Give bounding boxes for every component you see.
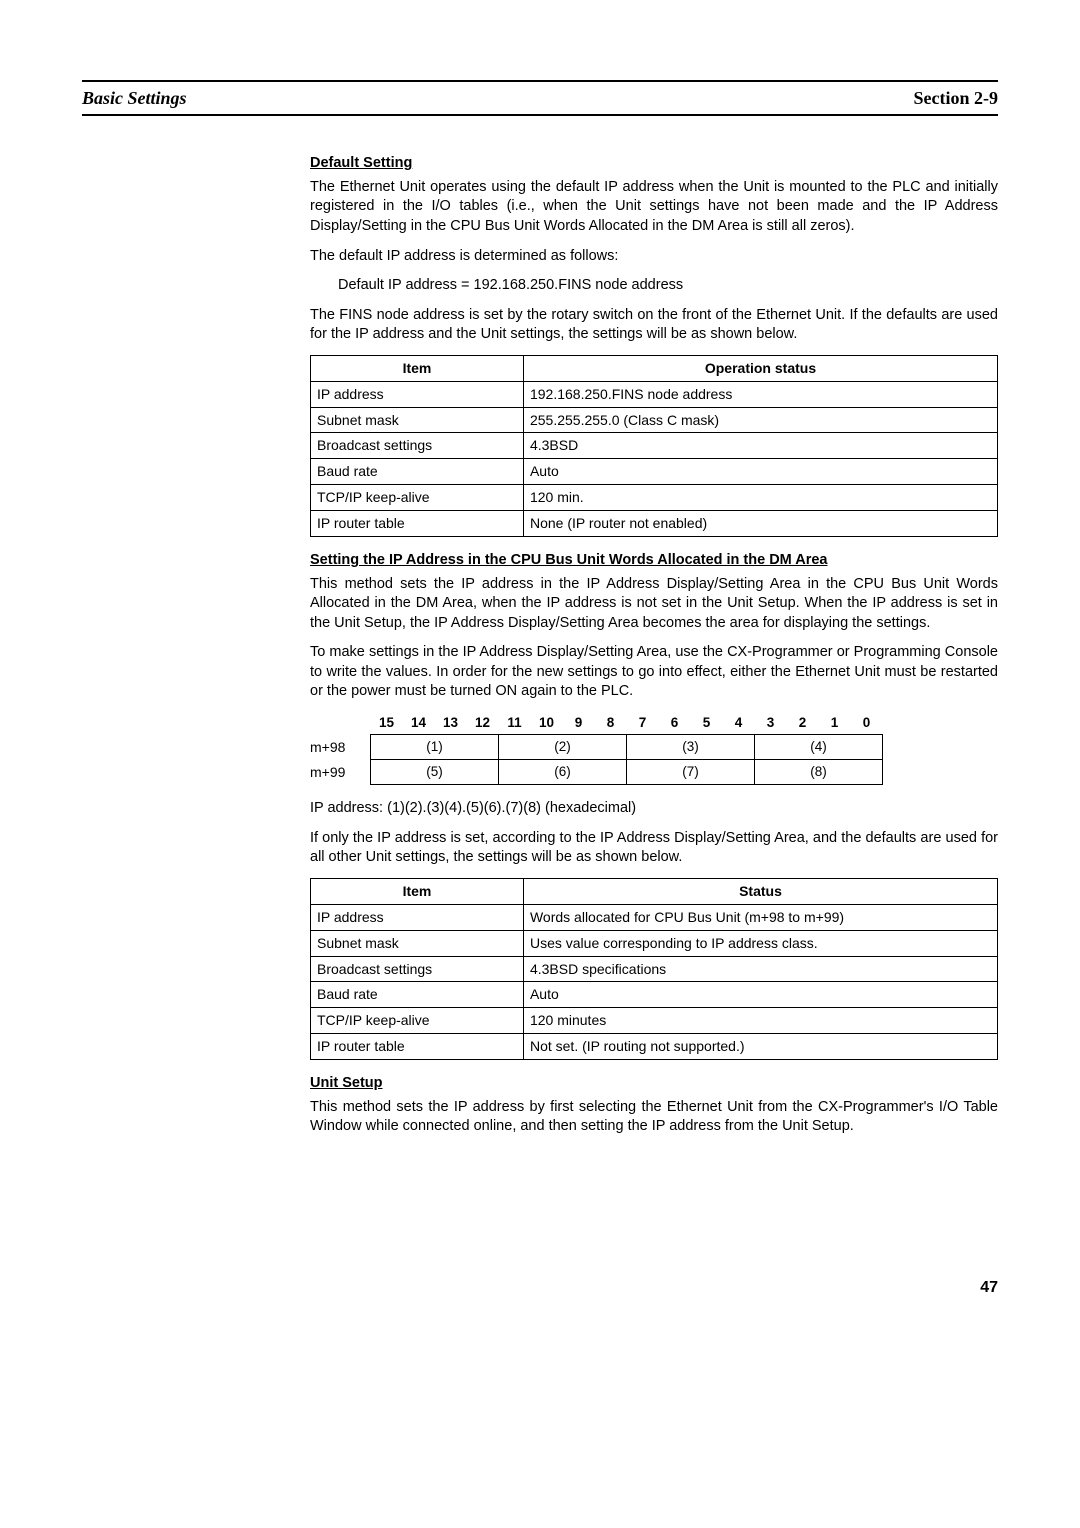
bit-col: 12	[467, 712, 499, 735]
cell: Baud rate	[311, 982, 524, 1008]
cell: None (IP router not enabled)	[523, 511, 997, 537]
cell: Subnet mask	[311, 930, 524, 956]
bit-col: 3	[755, 712, 787, 735]
para-unit-setup: This method sets the IP address by first…	[310, 1098, 998, 1137]
table-row: Baud rateAuto	[311, 982, 998, 1008]
table-row: Broadcast settings4.3BSD specifications	[311, 956, 998, 982]
table-header-status: Operation status	[523, 355, 997, 381]
cell: 4.3BSD	[523, 433, 997, 459]
para-default-4: The FINS node address is set by the rota…	[310, 306, 998, 345]
table-row: IP addressWords allocated for CPU Bus Un…	[311, 904, 998, 930]
cell: Auto	[523, 982, 997, 1008]
cell: IP router table	[311, 511, 524, 537]
bit-col: 7	[627, 712, 659, 735]
cell: Subnet mask	[311, 407, 524, 433]
cell: TCP/IP keep-alive	[311, 1008, 524, 1034]
cell: IP address	[311, 904, 524, 930]
bit-col: 2	[787, 712, 819, 735]
para-hex-note: IP address: (1)(2).(3)(4).(5)(6).(7)(8) …	[310, 799, 998, 819]
para-default-1: The Ethernet Unit operates using the def…	[310, 178, 998, 237]
para-default-2: The default IP address is determined as …	[310, 247, 998, 267]
bit-row: m+98 (1) (2) (3) (4)	[310, 735, 883, 760]
table-row: Item Status	[311, 878, 998, 904]
cell: 120 min.	[523, 485, 997, 511]
bit-col: 11	[499, 712, 531, 735]
header-right: Section 2-9	[914, 86, 999, 110]
content-body: Default Setting The Ethernet Unit operat…	[310, 154, 998, 1137]
table-header-item: Item	[311, 878, 524, 904]
table-header-item: Item	[311, 355, 524, 381]
cell: 4.3BSD specifications	[523, 956, 997, 982]
bit-cell: (1)	[371, 735, 499, 760]
table-row: IP router tableNone (IP router not enabl…	[311, 511, 998, 537]
cell: Words allocated for CPU Bus Unit (m+98 t…	[523, 904, 997, 930]
cell: 192.168.250.FINS node address	[523, 381, 997, 407]
cell: TCP/IP keep-alive	[311, 485, 524, 511]
heading-default-setting: Default Setting	[310, 154, 998, 174]
cell: 255.255.255.0 (Class C mask)	[523, 407, 997, 433]
cell: IP address	[311, 381, 524, 407]
bit-row-label: m+98	[310, 735, 371, 760]
bit-col: 0	[851, 712, 883, 735]
bit-header-row: 15 14 13 12 11 10 9 8 7 6 5 4 3 2 1 0	[310, 712, 883, 735]
table-operation-status: Item Operation status IP address192.168.…	[310, 355, 998, 537]
cell: Not set. (IP routing not supported.)	[523, 1034, 997, 1060]
table-row: IP router tableNot set. (IP routing not …	[311, 1034, 998, 1060]
para-dm-1: This method sets the IP address in the I…	[310, 575, 998, 634]
cell: Auto	[523, 459, 997, 485]
bit-layout-table: 15 14 13 12 11 10 9 8 7 6 5 4 3 2 1 0 m+…	[310, 712, 998, 785]
bit-col: 15	[371, 712, 403, 735]
bit-cell: (2)	[499, 735, 627, 760]
bit-cell: (4)	[755, 735, 883, 760]
cell: Broadcast settings	[311, 956, 524, 982]
header-left: Basic Settings	[82, 86, 187, 110]
empty-cell	[310, 712, 371, 735]
cell: Baud rate	[311, 459, 524, 485]
bit-cell: (5)	[371, 760, 499, 785]
cell: 120 minutes	[523, 1008, 997, 1034]
para-dm-2: To make settings in the IP Address Displ…	[310, 643, 998, 702]
bit-col: 5	[691, 712, 723, 735]
bit-col: 13	[435, 712, 467, 735]
bit-cell: (7)	[627, 760, 755, 785]
table-row: Broadcast settings4.3BSD	[311, 433, 998, 459]
page-header: Basic Settings Section 2-9	[82, 80, 998, 116]
bit-cell: (8)	[755, 760, 883, 785]
table-row: Item Operation status	[311, 355, 998, 381]
bit-col: 10	[531, 712, 563, 735]
table-row: IP address192.168.250.FINS node address	[311, 381, 998, 407]
cell: Broadcast settings	[311, 433, 524, 459]
bit-cell: (3)	[627, 735, 755, 760]
bit-col: 1	[819, 712, 851, 735]
page-number: 47	[82, 1277, 998, 1299]
bit-col: 6	[659, 712, 691, 735]
bit-row-label: m+99	[310, 760, 371, 785]
table-row: Baud rateAuto	[311, 459, 998, 485]
table-row: TCP/IP keep-alive120 minutes	[311, 1008, 998, 1034]
para-after-bits: If only the IP address is set, according…	[310, 829, 998, 868]
cell: IP router table	[311, 1034, 524, 1060]
heading-set-ip-dm: Setting the IP Address in the CPU Bus Un…	[310, 551, 998, 571]
table-row: Subnet maskUses value corresponding to I…	[311, 930, 998, 956]
bit-col: 14	[403, 712, 435, 735]
table-row: TCP/IP keep-alive120 min.	[311, 485, 998, 511]
para-default-3: Default IP address = 192.168.250.FINS no…	[338, 276, 998, 296]
bit-col: 9	[563, 712, 595, 735]
table-row: Subnet mask255.255.255.0 (Class C mask)	[311, 407, 998, 433]
table-status: Item Status IP addressWords allocated fo…	[310, 878, 998, 1060]
bit-col: 8	[595, 712, 627, 735]
bit-cell: (6)	[499, 760, 627, 785]
heading-unit-setup: Unit Setup	[310, 1074, 998, 1094]
cell: Uses value corresponding to IP address c…	[523, 930, 997, 956]
bit-row: m+99 (5) (6) (7) (8)	[310, 760, 883, 785]
table-header-status: Status	[523, 878, 997, 904]
bit-col: 4	[723, 712, 755, 735]
